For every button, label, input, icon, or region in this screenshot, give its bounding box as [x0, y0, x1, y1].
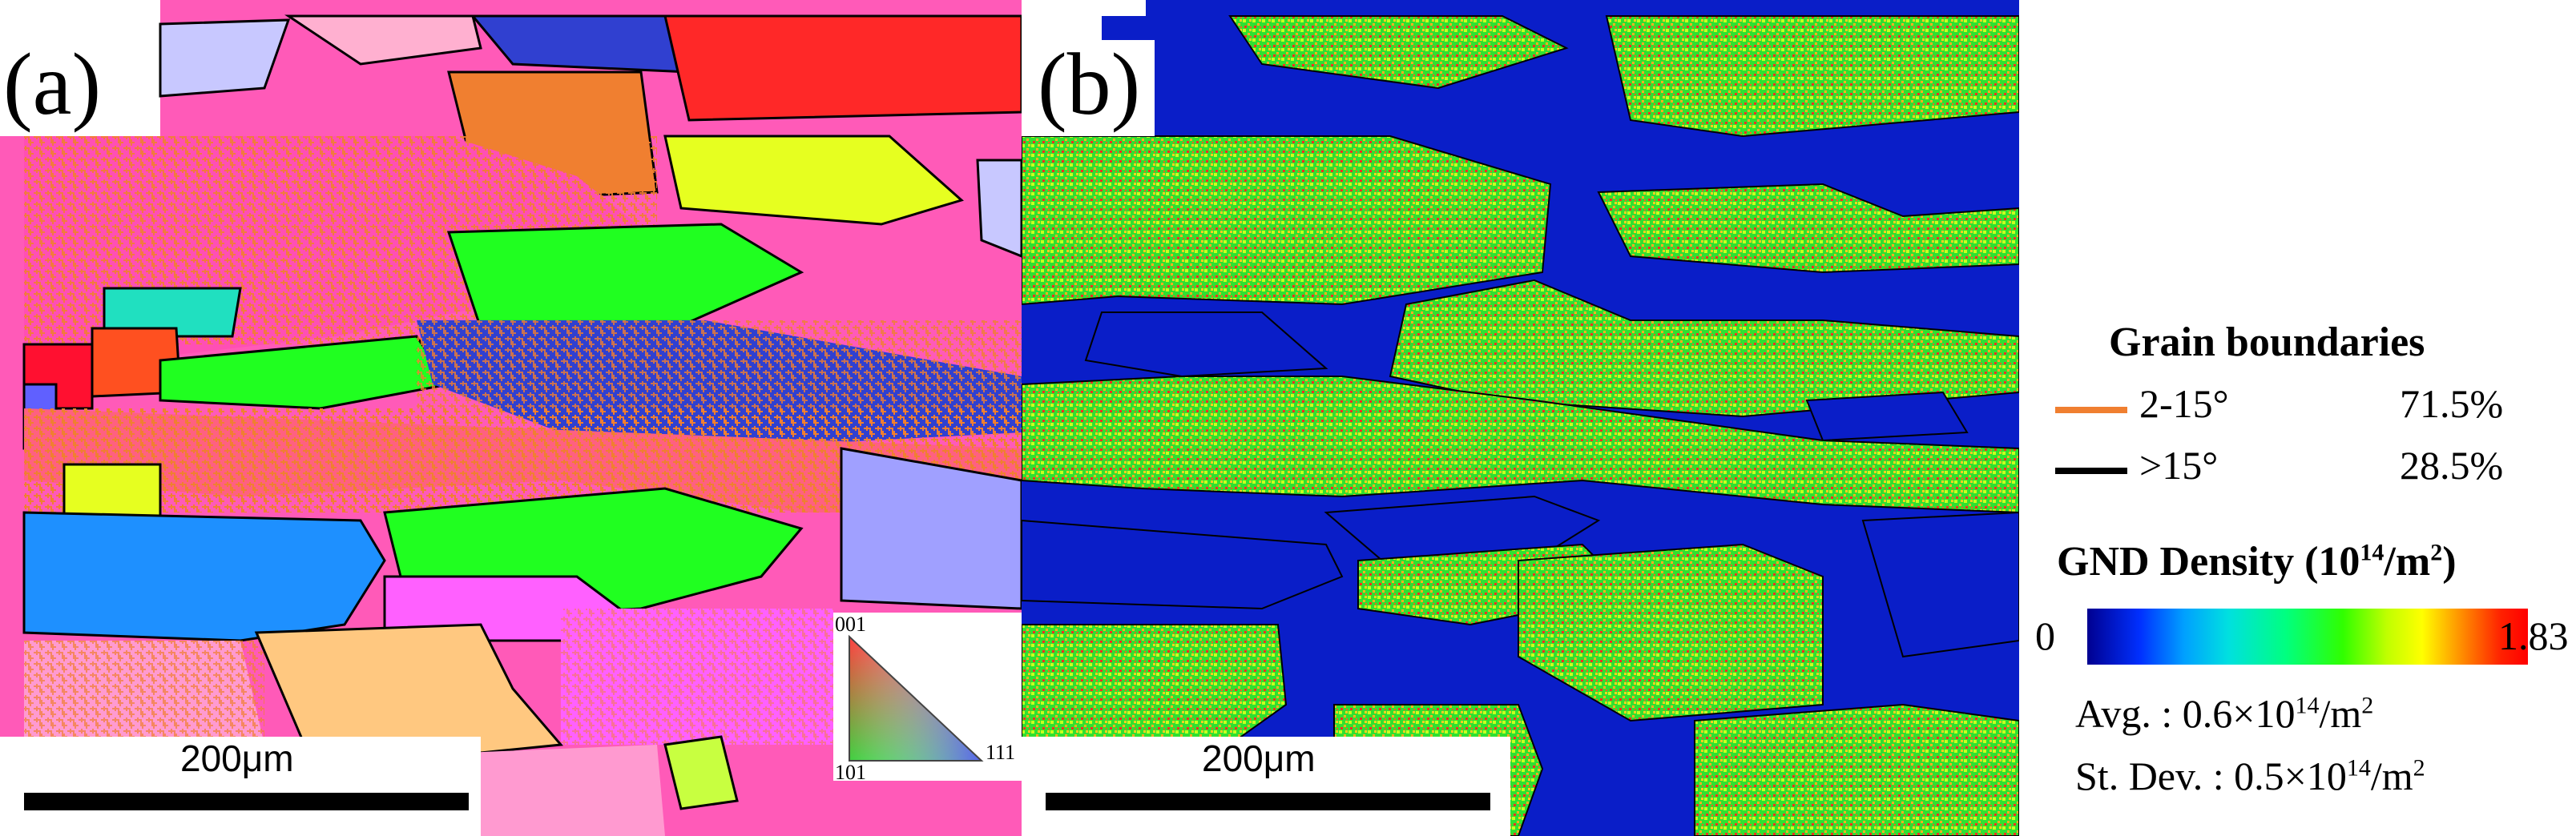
gnd-density-map — [1022, 0, 2019, 836]
panel-b-scale-label: 200μm — [1202, 738, 1316, 779]
panel-b-gnd-map: (b) 200μm — [1022, 0, 2019, 836]
ipf-label-111: 111 — [986, 741, 1016, 764]
panel-b-scale-line — [1046, 793, 1490, 810]
panel-b-label: (b) — [1022, 40, 1155, 136]
colorbar-min-label: 0 — [2035, 613, 2055, 658]
gnd-std-dev: St. Dev. : 0.5×1014/m2 — [2075, 754, 2425, 798]
hagb-swatch — [2055, 468, 2127, 474]
hagb-label: >15° — [2139, 443, 2219, 488]
ipf-color-key: 001 101 111 — [833, 613, 1022, 784]
lagb-swatch — [2055, 407, 2127, 413]
hagb-fraction: 28.5% — [2400, 443, 2504, 488]
panel-a-scale-line — [24, 793, 469, 810]
gnd-colorbar — [2087, 609, 2528, 665]
gnd-density-title: GND Density (1014/m2) — [2057, 539, 2457, 585]
grain-boundaries-title: Grain boundaries — [2109, 320, 2425, 365]
ipf-label-101: 101 — [835, 761, 866, 784]
panel-b-scale-bar: 200μm — [1022, 737, 1510, 836]
panel-a-ipf-map: (a) 200μm 001 101 111 — [0, 0, 1022, 836]
panel-a-label: (a) — [0, 40, 116, 136]
ipf-orientation-map — [0, 0, 1022, 836]
ipf-label-001: 001 — [835, 613, 866, 636]
colorbar-max-label: 1.83 — [2498, 613, 2569, 658]
legend: Grain boundaries 2-15° 71.5% >15° 28.5% … — [2019, 0, 2576, 836]
ipf-triangle-icon — [849, 634, 984, 762]
panel-a-scale-label: 200μm — [180, 738, 294, 779]
panel-a-scale-bar: 200μm — [0, 737, 481, 836]
gnd-average: Avg. : 0.6×1014/m2 — [2075, 691, 2374, 736]
lagb-label: 2-15° — [2139, 381, 2229, 426]
lagb-fraction: 71.5% — [2400, 381, 2504, 426]
